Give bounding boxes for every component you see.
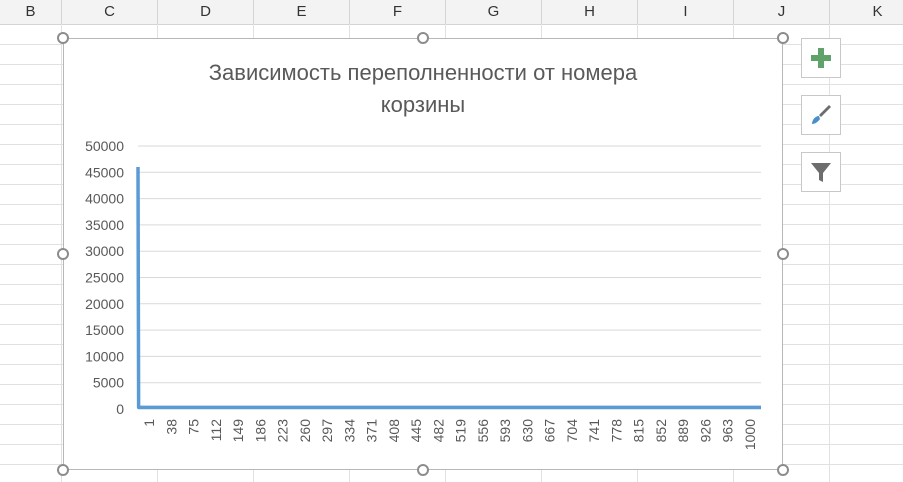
column-header-k[interactable]: K — [830, 0, 903, 24]
x-tick-label: 593 — [497, 419, 513, 443]
x-tick-label: 445 — [408, 419, 424, 443]
x-tick-label: 815 — [631, 419, 647, 443]
column-header-h[interactable]: H — [542, 0, 638, 24]
filter-icon — [811, 163, 831, 182]
x-tick-label: 223 — [275, 419, 291, 443]
resize-handle-bottom-left[interactable] — [57, 464, 69, 476]
resize-handle-bottom[interactable] — [417, 464, 429, 476]
resize-handle-top-left[interactable] — [57, 32, 69, 44]
series-group — [136, 167, 761, 410]
resize-handle-bottom-right[interactable] — [777, 464, 789, 476]
column-header-i[interactable]: I — [638, 0, 734, 24]
x-tick-label: 297 — [319, 419, 335, 443]
y-tick-label: 0 — [116, 401, 124, 417]
chart-title[interactable]: Зависимость переполненности от номера ко… — [64, 57, 782, 121]
column-header-row: B C D E F G H I J K — [0, 0, 903, 25]
brush-icon — [812, 105, 831, 124]
y-tick-label: 30000 — [85, 243, 124, 259]
x-tick-label: 482 — [430, 419, 446, 443]
x-tick-label: 112 — [208, 419, 224, 442]
resize-handle-right[interactable] — [777, 248, 789, 260]
x-tick-label: 778 — [608, 419, 624, 443]
y-tick-label: 5000 — [93, 375, 124, 391]
x-tick-label: 1000 — [742, 419, 758, 450]
chart-styles-button[interactable] — [801, 95, 841, 135]
resize-handle-left[interactable] — [57, 248, 69, 260]
column-gridline — [829, 24, 830, 482]
chart-elements-button[interactable] — [801, 38, 841, 78]
x-tick-label: 334 — [341, 419, 357, 443]
x-tick-label: 371 — [364, 419, 380, 443]
chart-area[interactable]: Зависимость переполненности от номера ко… — [63, 38, 783, 470]
column-header-d[interactable]: D — [158, 0, 254, 24]
x-tick-label: 667 — [542, 419, 558, 443]
x-tick-label: 519 — [453, 419, 469, 443]
plus-icon — [811, 48, 831, 68]
x-tick-label: 149 — [230, 419, 246, 443]
y-tick-label: 10000 — [85, 348, 124, 364]
series-line[interactable] — [136, 167, 761, 410]
chart-gridlines — [138, 145, 761, 410]
x-tick-label: 186 — [252, 419, 268, 443]
x-tick-label: 556 — [475, 419, 491, 443]
column-header-g[interactable]: G — [446, 0, 542, 24]
column-header-f[interactable]: F — [350, 0, 446, 24]
x-tick-label: 926 — [697, 419, 713, 443]
x-tick-label: 260 — [297, 419, 313, 443]
x-tick-label: 741 — [586, 419, 602, 443]
column-header-j[interactable]: J — [734, 0, 830, 24]
y-tick-label: 45000 — [85, 164, 124, 180]
column-header-b[interactable]: B — [0, 0, 62, 24]
resize-handle-top-right[interactable] — [777, 32, 789, 44]
y-tick-label: 35000 — [85, 217, 124, 233]
plot-area[interactable]: 5000045000400003500030000250002000015000… — [64, 39, 784, 471]
x-tick-label: 963 — [720, 419, 736, 443]
y-axis-labels: 5000045000400003500030000250002000015000… — [85, 138, 124, 417]
chart-title-line: корзины — [380, 92, 466, 117]
resize-handle-top[interactable] — [417, 32, 429, 44]
y-tick-label: 40000 — [85, 191, 124, 207]
x-tick-label: 630 — [519, 419, 535, 443]
y-tick-label: 25000 — [85, 270, 124, 286]
y-tick-label: 50000 — [85, 138, 124, 154]
chart-filters-button[interactable] — [801, 152, 841, 192]
y-tick-label: 15000 — [85, 322, 124, 338]
column-header-c[interactable]: C — [62, 0, 158, 24]
x-tick-label: 75 — [186, 419, 202, 435]
column-header-e[interactable]: E — [254, 0, 350, 24]
x-tick-label: 704 — [564, 419, 580, 443]
y-tick-label: 20000 — [85, 296, 124, 312]
x-tick-label: 38 — [163, 419, 179, 435]
x-tick-label: 852 — [653, 419, 669, 443]
x-axis-labels: 1 38 75 112 149 186 223 260 297 334 371 408 445 482 51… — [141, 419, 758, 450]
x-tick-label: 408 — [386, 419, 402, 443]
x-tick-label: 889 — [675, 419, 691, 443]
chart-title-line: Зависимость переполненности от номера — [208, 60, 638, 85]
x-tick-label: 1 — [141, 419, 157, 427]
